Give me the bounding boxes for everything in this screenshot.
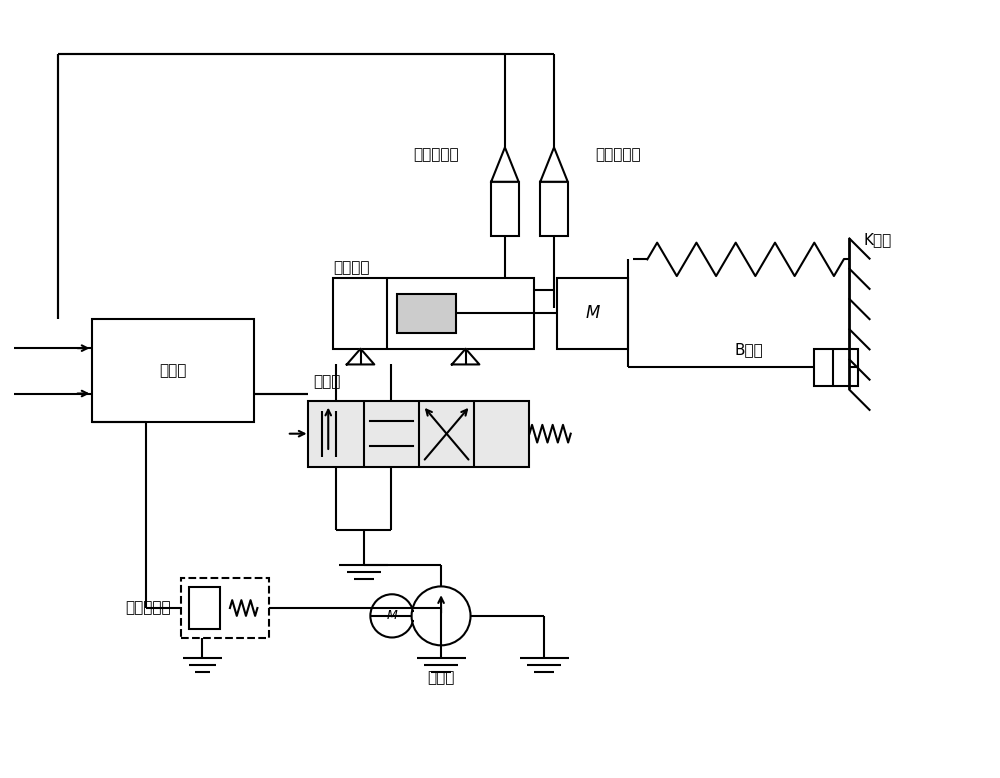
Text: M: M xyxy=(387,609,397,622)
Circle shape xyxy=(412,587,471,645)
Polygon shape xyxy=(540,147,568,182)
Polygon shape xyxy=(452,349,479,364)
Bar xyxy=(397,294,456,333)
Bar xyxy=(491,182,519,236)
Text: M: M xyxy=(585,304,600,322)
Text: 控制器: 控制器 xyxy=(160,363,187,378)
Text: 伺服阀: 伺服阀 xyxy=(313,374,341,389)
Polygon shape xyxy=(491,147,519,182)
Circle shape xyxy=(370,594,414,637)
Bar xyxy=(557,278,628,349)
Bar xyxy=(189,587,220,629)
Text: 液压泵: 液压泵 xyxy=(427,670,455,685)
Bar xyxy=(333,278,534,349)
Text: 压力传感器: 压力传感器 xyxy=(595,147,641,162)
Polygon shape xyxy=(347,349,374,364)
Text: 非对称缸: 非对称缸 xyxy=(333,260,370,275)
Text: 位移传感器: 位移传感器 xyxy=(413,147,459,162)
Bar xyxy=(308,401,529,467)
Bar xyxy=(540,182,568,236)
Text: K弹簧: K弹簧 xyxy=(863,232,892,247)
Bar xyxy=(814,349,858,386)
Bar xyxy=(181,577,269,639)
Bar xyxy=(92,319,254,422)
Text: 安全溢流阀: 安全溢流阀 xyxy=(125,601,171,615)
Text: B阻尼: B阻尼 xyxy=(734,342,763,357)
